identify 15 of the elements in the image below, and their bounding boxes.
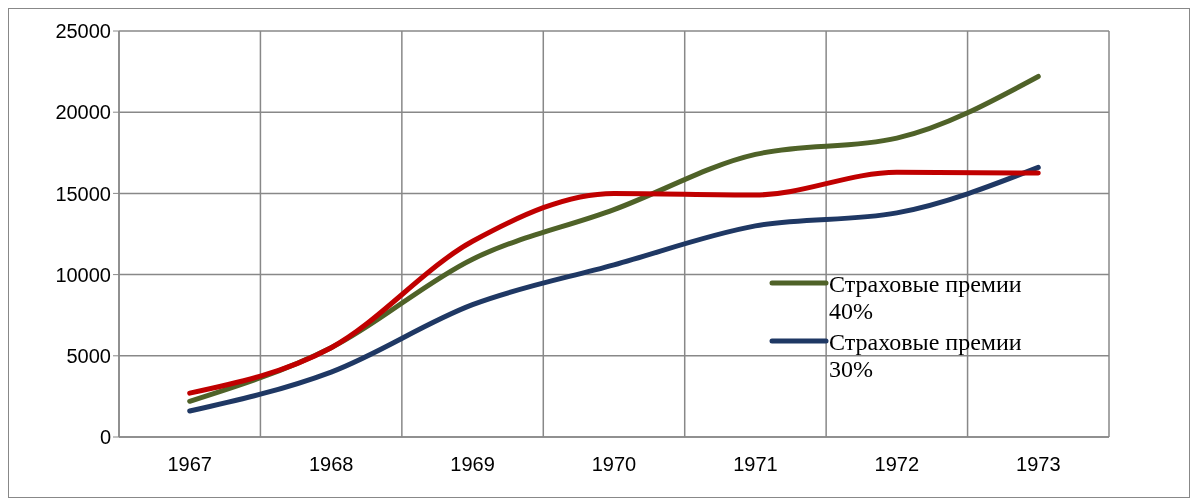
legend-label: Страховые премии 30%	[829, 329, 1023, 383]
x-tick-label: 1967	[167, 453, 212, 476]
x-tick-label: 1973	[1016, 453, 1061, 476]
y-tick-label: 0	[99, 426, 111, 449]
x-tick-label: 1971	[733, 453, 778, 476]
y-tick-label: 20000	[55, 101, 111, 124]
y-tick-label: 25000	[55, 20, 111, 43]
x-tick-label: 1969	[450, 453, 495, 476]
legend-label: Страховые премии 40%	[829, 271, 1023, 325]
x-tick-label: 1972	[874, 453, 920, 476]
x-tick-label: 1970	[591, 453, 637, 476]
x-tick-label: 1968	[308, 453, 354, 476]
y-tick-label: 15000	[55, 182, 111, 205]
y-tick-label: 10000	[55, 263, 111, 286]
y-tick-label: 5000	[66, 344, 111, 367]
